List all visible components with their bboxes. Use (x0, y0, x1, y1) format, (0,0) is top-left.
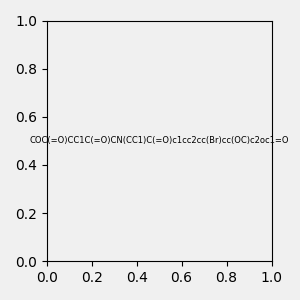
Text: COC(=O)CC1C(=O)CN(CC1)C(=O)c1cc2cc(Br)cc(OC)c2oc1=O: COC(=O)CC1C(=O)CN(CC1)C(=O)c1cc2cc(Br)cc… (29, 136, 289, 146)
